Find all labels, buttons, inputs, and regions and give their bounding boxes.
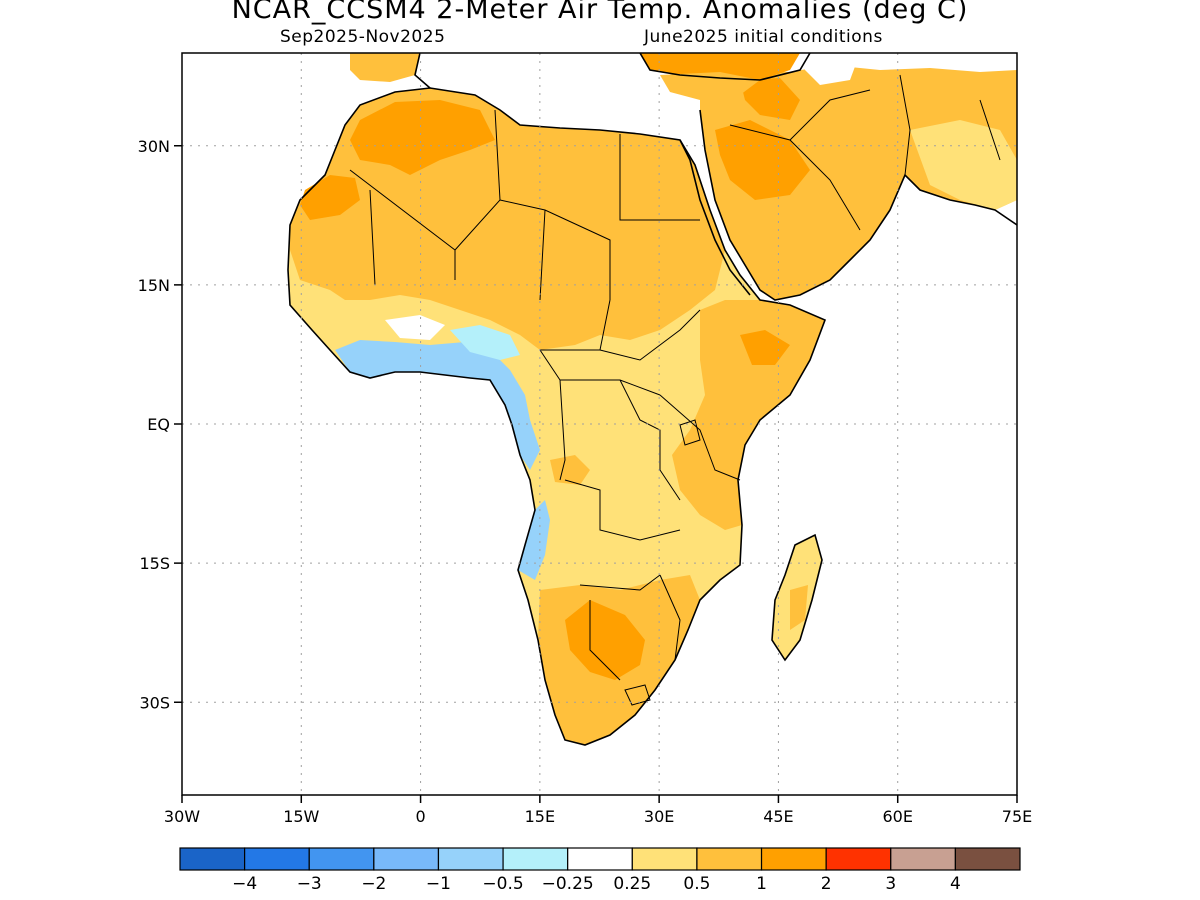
grid-lines xyxy=(181,53,1018,795)
forecast-period: Sep2025-Nov2025 xyxy=(280,27,446,47)
colorbar-label: −0.5 xyxy=(482,874,523,894)
colorbar-label: −3 xyxy=(297,874,322,894)
kalahari-dark-orange xyxy=(565,600,645,680)
coastline-layer xyxy=(287,53,1017,746)
lat-tick-label: 30S xyxy=(139,693,170,712)
madagascar-coastline xyxy=(771,533,823,662)
longitude-axis: 30W 15W 0 15E 30E 45E 60E 75E xyxy=(164,795,1032,826)
lon-tick-label: 45E xyxy=(763,807,793,826)
lat-tick-label: 30N xyxy=(138,137,170,156)
latitude-axis: 30N 15N EQ 15S 30S xyxy=(138,137,182,712)
colorbar-label: 0.25 xyxy=(613,874,651,894)
guinea-coast-light-blue xyxy=(450,325,520,360)
lon-tick-label: 60E xyxy=(882,807,912,826)
colorbar-label: 3 xyxy=(885,874,896,894)
lon-tick-label: 75E xyxy=(1002,807,1032,826)
lon-tick-label: 30W xyxy=(164,807,200,826)
initial-conditions: June2025 initial conditions xyxy=(644,27,883,47)
caspian-region-white xyxy=(800,53,860,85)
colorbar-label: −4 xyxy=(232,874,257,894)
central-africa-orange xyxy=(550,455,590,485)
colorbar-swatch xyxy=(696,847,763,871)
lon-tick-label: 30E xyxy=(644,807,674,826)
colorbar-swatch xyxy=(631,847,698,871)
colorbar-label: −1 xyxy=(426,874,451,894)
colorbar-swatch xyxy=(179,847,246,871)
colorbar-label: −2 xyxy=(361,874,386,894)
europe-east-strip xyxy=(640,53,800,80)
europe-strip xyxy=(350,53,420,82)
east-africa-orange xyxy=(672,300,825,530)
madagascar-orange xyxy=(790,585,808,630)
country-borders xyxy=(349,74,1001,681)
iraq-dark-orange xyxy=(740,78,800,120)
colorbar-swatch xyxy=(373,847,440,871)
arabia-land xyxy=(700,65,1017,300)
anomaly-fill-layer xyxy=(288,53,1017,745)
lake-victoria xyxy=(679,419,701,446)
mediterranean-coast xyxy=(414,53,811,89)
colorbar-swatch xyxy=(308,847,375,871)
colorbar-label: 0.5 xyxy=(683,874,710,894)
arabia-coastline xyxy=(699,109,1017,301)
lesotho xyxy=(624,684,651,706)
map-title: NCAR_CCSM4 2-Meter Air Temp. Anomalies (… xyxy=(231,0,969,25)
colorbar-swatch xyxy=(437,847,504,871)
colorbar-swatch xyxy=(502,847,569,871)
gulf-of-guinea-blue xyxy=(335,340,540,470)
colorbar-swatch xyxy=(825,847,892,871)
colorbar-swatch xyxy=(954,847,1021,871)
colorbar: −4 −3 −2 −1 −0.5 −0.25 0.25 0.5 1 2 3 4 xyxy=(179,847,1021,894)
colorbar-swatch xyxy=(567,847,633,871)
colorbar-label: −0.25 xyxy=(542,874,594,894)
colorbar-label: 2 xyxy=(821,874,832,894)
west-sahara-dark-orange xyxy=(300,175,360,220)
lon-tick-label: 15E xyxy=(525,807,555,826)
sahel-white-patch xyxy=(385,315,445,340)
angola-coast-blue xyxy=(518,500,550,580)
colorbar-swatch xyxy=(244,847,310,871)
colorbar-label: 1 xyxy=(756,874,767,894)
lon-tick-label: 15W xyxy=(283,807,319,826)
lat-tick-label: 15N xyxy=(138,276,170,295)
colorbar-swatch xyxy=(890,847,956,871)
red-sea-coast xyxy=(679,139,751,296)
colorbar-swatch xyxy=(760,847,827,871)
sahara-dark-orange xyxy=(350,100,495,175)
horn-dark-orange xyxy=(740,330,790,365)
iran-yellow xyxy=(910,120,1017,210)
border-layer xyxy=(349,74,1001,706)
lat-tick-label: 15S xyxy=(139,554,170,573)
colorbar-label: 4 xyxy=(950,874,961,894)
lon-tick-label: 0 xyxy=(415,807,425,826)
arabia-dark-orange xyxy=(715,120,810,200)
lat-tick-label: EQ xyxy=(147,415,170,434)
